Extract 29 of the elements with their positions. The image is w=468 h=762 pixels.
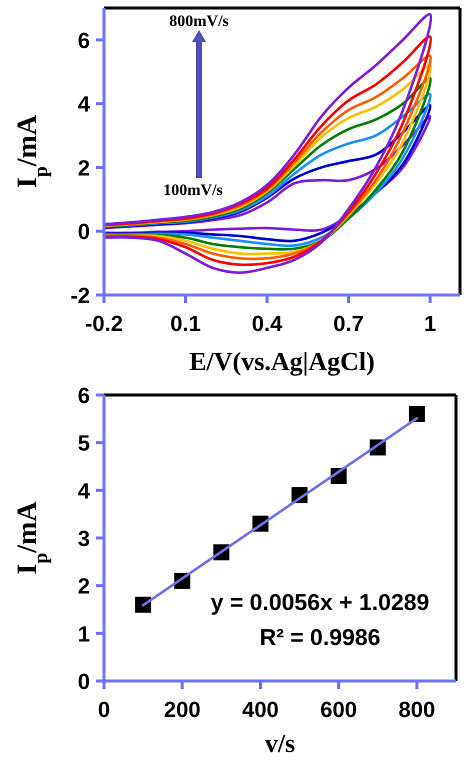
x-axis-title: E/V(vs.Ag|AgCl) [189, 347, 375, 376]
y-tick-label: 0 [78, 219, 90, 244]
x-axis-title: v/s [264, 729, 296, 758]
x-tick-label: 0.7 [333, 311, 364, 336]
y-tick-label: 4 [78, 478, 91, 504]
y-tick-label: 5 [78, 430, 90, 456]
y-tick-label: 4 [78, 92, 91, 117]
y-tick-label: 1 [78, 621, 90, 646]
y-tick-label: 2 [78, 574, 90, 599]
x-tick-label: 0.1 [170, 311, 201, 336]
y-tick-label: 6 [78, 382, 90, 408]
annotation: R² = 0.9986 [260, 624, 380, 650]
y-tick-label: 6 [78, 28, 90, 53]
x-tick-label: 0 [98, 697, 110, 722]
x-tick-label: 200 [164, 697, 201, 722]
x-tick-label: 1 [424, 311, 436, 336]
y-tick-label: 0 [78, 668, 90, 694]
y-tick-label: 2 [78, 155, 90, 180]
y-tick-label: -2 [70, 282, 90, 308]
x-tick-label: 800 [398, 697, 436, 722]
annotation: 100mV/s [163, 182, 223, 199]
annotation: 800mV/s [169, 13, 229, 30]
x-tick-label: 0.4 [252, 311, 284, 336]
x-tick-label: 400 [242, 697, 279, 722]
y-tick-label: 3 [78, 526, 90, 551]
x-tick-label: -0.2 [85, 311, 123, 336]
x-tick-label: 600 [320, 697, 358, 722]
point [408, 406, 425, 422]
annotation: y = 0.0056x + 1.0289 [210, 589, 430, 615]
